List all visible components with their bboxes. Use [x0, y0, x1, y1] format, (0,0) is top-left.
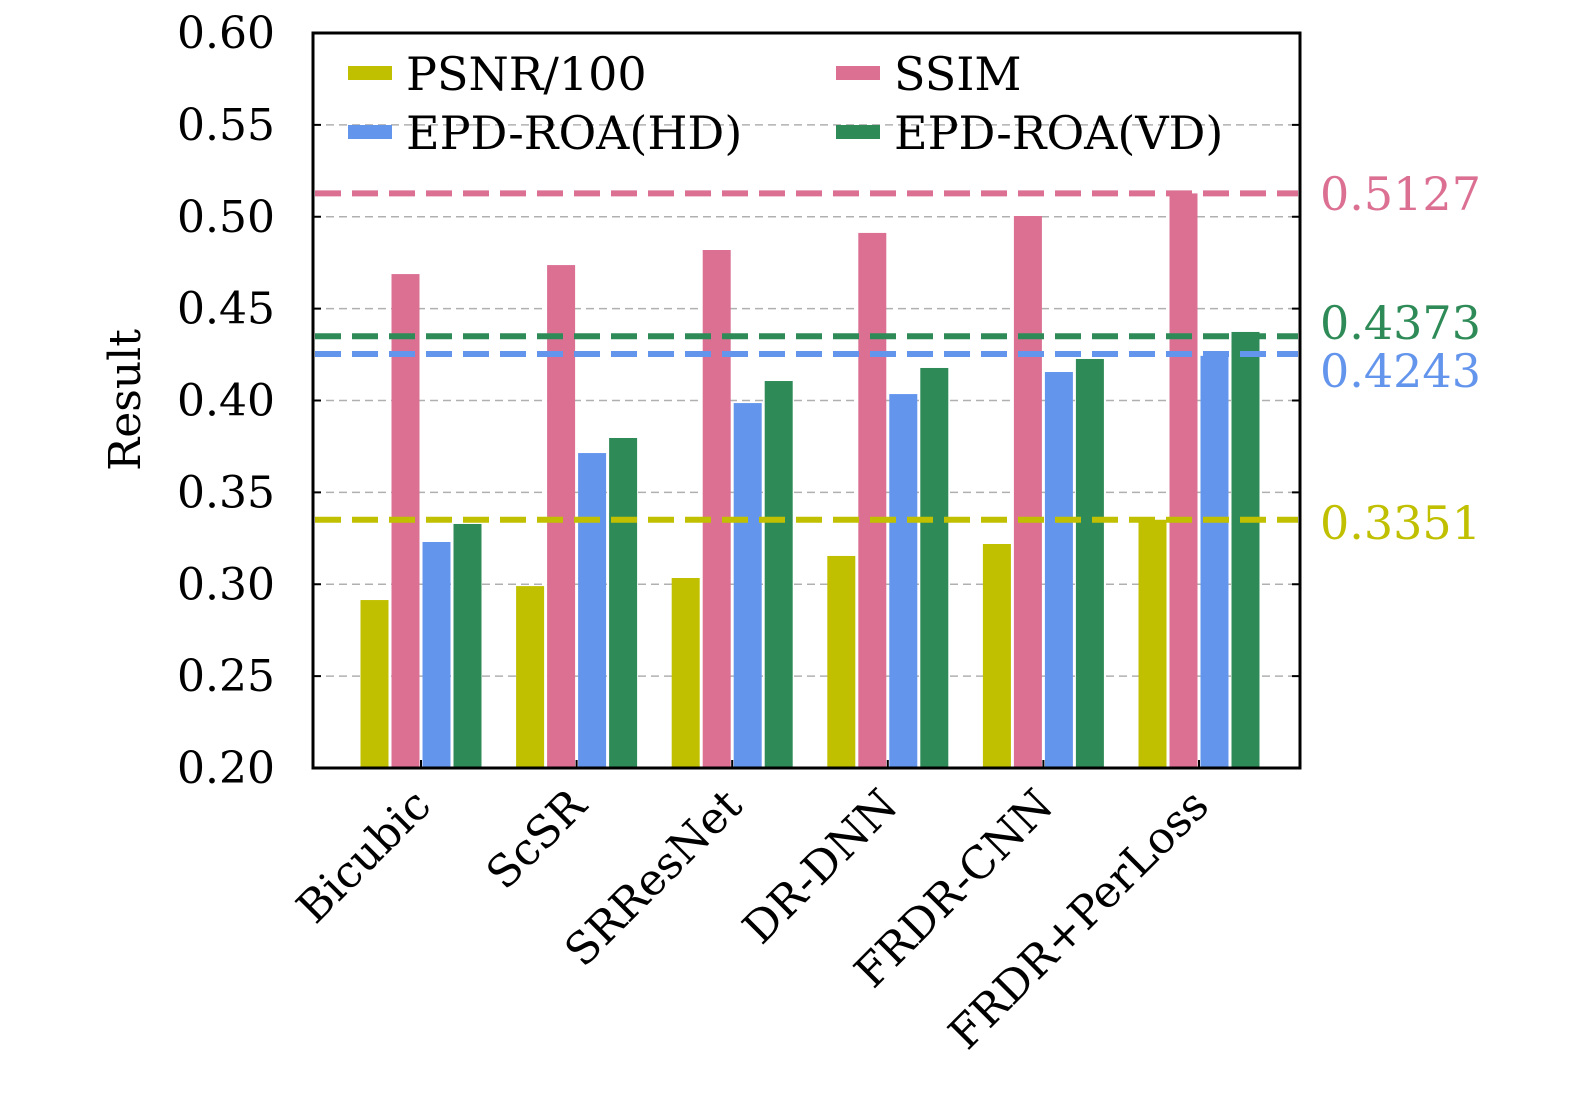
reference-label: 0.3351 [1320, 496, 1481, 550]
bar-psnr-100-bicubic [360, 600, 389, 768]
bar-ssim-frdr-perloss [1169, 193, 1198, 768]
bar-epd-roa-vd-bicubic [453, 523, 482, 768]
legend-label: EPD-ROA(HD) [406, 106, 742, 160]
bar-epd-roa-hd-frdr-perloss [1200, 355, 1229, 768]
legend-label: EPD-ROA(VD) [894, 106, 1223, 160]
reference-label: 0.4243 [1320, 344, 1481, 398]
legend-label: SSIM [894, 47, 1022, 101]
bar-epd-roa-hd-bicubic [422, 541, 451, 768]
reference-label: 0.5127 [1320, 167, 1481, 221]
bar-ssim-srresnet [702, 250, 731, 769]
y-tick-label: 0.25 [177, 651, 275, 702]
bar-epd-roa-hd-dr-dnn [889, 394, 918, 768]
x-tick-label: ScSR [477, 778, 598, 899]
y-tick-label: 0.40 [177, 376, 275, 427]
y-tick-label: 0.20 [177, 743, 275, 794]
legend: PSNR/100 SSIM EPD-ROA(HD) EPD-ROA(VD) [348, 47, 1223, 160]
bar-psnr-100-frdr-cnn [982, 544, 1011, 768]
y-axis-title: Result [100, 329, 151, 471]
bar-epd-roa-vd-frdr-cnn [1075, 358, 1104, 768]
bar-epd-roa-hd-frdr-cnn [1044, 372, 1073, 768]
y-axis: 0.20 0.25 0.30 0.35 0.40 0.45 0.50 0.55 0.60 [177, 8, 1300, 794]
y-tick-label: 0.55 [177, 100, 275, 151]
bars [360, 193, 1260, 769]
bar-epd-roa-vd-srresnet [764, 381, 793, 768]
bar-psnr-100-frdr-perloss [1138, 519, 1167, 768]
x-axis: Bicubic ScSRSRResNetDR-DNNFRDR-CNNFRDR+Pe… [287, 760, 1219, 1059]
y-tick-label: 0.45 [177, 284, 275, 335]
legend-swatch [836, 125, 880, 139]
bar-ssim-dr-dnn [858, 232, 887, 769]
bar-ssim-scsr [547, 265, 576, 768]
reference-lines [315, 190, 1298, 523]
y-tick-label: 0.30 [177, 559, 275, 610]
y-tick-label: 0.60 [177, 8, 275, 59]
bar-psnr-100-scsr [516, 586, 545, 768]
bar-epd-roa-vd-frdr-perloss [1231, 331, 1260, 768]
legend-swatch [348, 66, 392, 80]
legend-swatch [836, 66, 880, 80]
y-tick-label: 0.50 [177, 192, 275, 243]
bar-psnr-100-dr-dnn [827, 555, 856, 768]
bar-psnr-100-srresnet [671, 578, 700, 768]
bar-ssim-frdr-cnn [1013, 216, 1042, 768]
legend-label: PSNR/100 [406, 47, 647, 101]
x-tick-label: FRDR+PerLoss [939, 780, 1219, 1060]
bar-epd-roa-hd-scsr [578, 453, 607, 768]
y-tick-label: 0.35 [177, 467, 275, 518]
bar-epd-roa-vd-scsr [609, 437, 638, 768]
bar-epd-roa-vd-dr-dnn [920, 367, 949, 768]
reference-label: 0.4373 [1320, 296, 1481, 350]
x-tick-label: Bicubic [287, 780, 441, 934]
gridlines [313, 124, 1300, 677]
bar-epd-roa-hd-srresnet [733, 403, 762, 768]
legend-swatch [348, 125, 392, 139]
